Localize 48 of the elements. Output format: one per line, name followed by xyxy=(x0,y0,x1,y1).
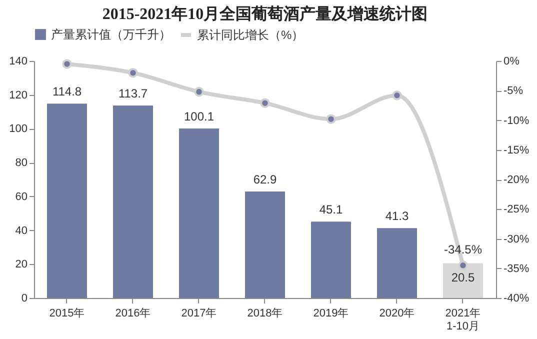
point xyxy=(194,86,204,97)
bar xyxy=(47,104,87,298)
data-label: 114.8 xyxy=(52,84,82,99)
y2-tick-label: -35% xyxy=(504,262,530,275)
point xyxy=(326,114,336,124)
data-label: 113.7 xyxy=(118,86,148,101)
legend-label: 产量累计值（万千升） xyxy=(51,28,171,42)
x-tick-label: 2018年 xyxy=(247,308,283,320)
data-label: 45.1 xyxy=(319,202,343,217)
x-tick-label: 2019年 xyxy=(313,308,349,320)
point xyxy=(128,68,138,78)
y2-tick-label: 0% xyxy=(504,56,520,68)
x-tick-label: 2015年 xyxy=(49,308,85,320)
data-label: 100.1 xyxy=(184,110,214,124)
y2-tick-label: -10% xyxy=(504,114,530,127)
x-tick-label: 2016年 xyxy=(115,308,151,320)
bar xyxy=(311,222,351,298)
point xyxy=(260,98,270,108)
point xyxy=(458,260,468,270)
x-tick-label: 2020年 xyxy=(379,308,415,320)
y2-tick-label: -25% xyxy=(504,204,530,216)
data-label: -34.5% xyxy=(444,242,482,256)
y-tick-label: 0 xyxy=(21,292,28,304)
data-label: 62.9 xyxy=(253,172,277,187)
point xyxy=(62,59,72,69)
y-tick-label: 120 xyxy=(9,89,28,102)
y2-tick-label: -15% xyxy=(504,144,530,156)
y-tick-label: 80 xyxy=(15,157,28,170)
y2-tick-label: -30% xyxy=(504,233,530,246)
bar xyxy=(245,192,285,298)
x-tick-label: 2021年 1-10月 xyxy=(445,308,481,332)
y-tick-label: 40 xyxy=(15,224,28,237)
data-label: 41.3 xyxy=(385,209,409,224)
y-tick-label: 100 xyxy=(9,123,28,136)
y-tick-label: 60 xyxy=(15,190,28,203)
y2-tick-label: -40% xyxy=(504,292,530,304)
legend-label: 累计同比增长（%） xyxy=(197,28,304,42)
y-tick-label: 20 xyxy=(15,258,28,271)
y2-tick-label: -20% xyxy=(504,174,530,186)
bar xyxy=(179,128,219,298)
y2-tick-label: -5% xyxy=(504,85,524,98)
y-tick-label: 140 xyxy=(9,56,28,68)
bar xyxy=(377,228,417,298)
bar xyxy=(113,106,153,298)
chart-title: 2015-2021年10月全国葡萄酒产量及增速统计图 xyxy=(102,5,428,23)
point xyxy=(392,90,402,100)
x-tick-label: 2017年 xyxy=(181,308,217,320)
data-label: 20.5 xyxy=(451,270,475,284)
